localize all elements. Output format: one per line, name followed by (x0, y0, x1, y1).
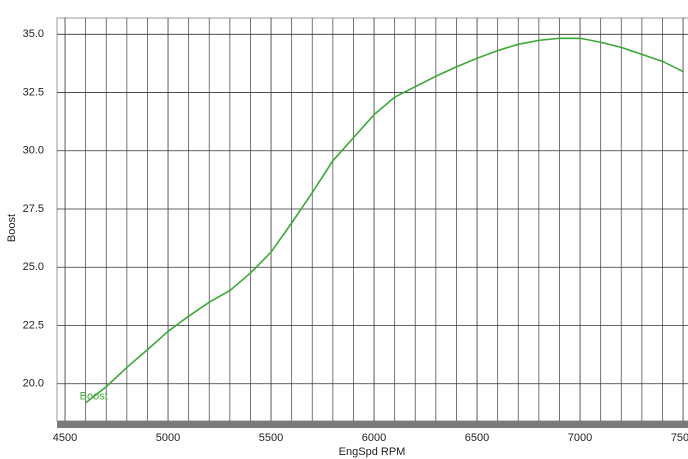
x-scroll-bar (57, 421, 688, 428)
plot-area (56, 17, 688, 422)
y-tick-label: 25.0 (23, 261, 44, 273)
x-tick-label: 5500 (259, 432, 283, 444)
x-tick-label: 7500 (671, 432, 688, 444)
y-tick-label: 27.5 (23, 203, 44, 215)
data-line (85, 37, 684, 404)
x-axis-label: EngSpd RPM (339, 446, 406, 458)
y-tick-label: 35.0 (23, 28, 44, 40)
y-tick-label: 30.0 (23, 145, 44, 157)
y-axis-label: Boost (6, 214, 18, 242)
x-tick-label: 4500 (53, 432, 77, 444)
y-tick-label: 22.5 (23, 319, 44, 331)
series-label: Boost (80, 391, 108, 403)
x-tick-label: 5000 (156, 432, 180, 444)
y-tick-label: 20.0 (23, 378, 44, 390)
x-tick-label: 7000 (568, 432, 592, 444)
y-tick-label: 32.5 (23, 86, 44, 98)
x-tick-label: 6500 (465, 432, 489, 444)
x-tick-label: 6000 (362, 432, 386, 444)
